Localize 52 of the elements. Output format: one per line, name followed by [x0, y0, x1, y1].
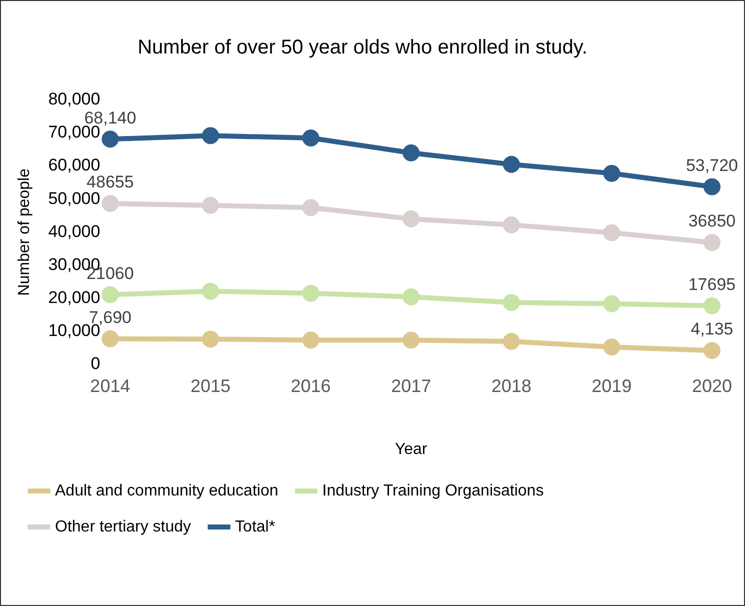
point [703, 178, 720, 196]
y-tick-label: 40,000 [48, 222, 100, 241]
point [402, 332, 420, 349]
y-tick-label: 0 [90, 354, 100, 373]
x-tick-label: 2015 [190, 376, 231, 396]
point [703, 234, 720, 252]
x-tick-label: 2018 [491, 376, 532, 396]
point [102, 130, 119, 148]
point [502, 294, 520, 311]
point [703, 297, 720, 314]
x-tick-label: 2019 [592, 376, 632, 396]
chart-title: Number of over 50 year olds who enrolled in study. [138, 36, 588, 59]
data-label: 4,135 [690, 320, 734, 339]
point [603, 338, 620, 356]
point [502, 156, 520, 173]
x-tick-label: 2020 [692, 376, 732, 396]
point [102, 286, 119, 304]
point [202, 196, 219, 214]
point [603, 164, 620, 182]
x-tick-label: 2017 [391, 376, 432, 396]
y-tick-label: 70,000 [48, 122, 100, 142]
data-label: 17695 [688, 274, 736, 294]
point [302, 199, 320, 216]
point [603, 295, 620, 312]
legend-label: Industry Training Organisations [322, 482, 544, 500]
point [402, 210, 420, 228]
point [102, 195, 119, 212]
data-label: 53,720 [686, 156, 738, 175]
point [302, 129, 320, 146]
point [202, 282, 219, 300]
point [703, 342, 720, 360]
point [202, 127, 219, 144]
legend-label: Other tertiary study [55, 518, 192, 536]
x-tick-label: 2014 [90, 376, 130, 396]
point [202, 330, 219, 348]
point [502, 332, 520, 350]
y-tick-label: 20,000 [48, 288, 100, 307]
point [402, 144, 420, 162]
y-tick-label: 80,000 [48, 90, 100, 109]
point [302, 332, 320, 349]
legend-label: Total* [235, 518, 276, 536]
point [402, 288, 420, 306]
y-tick-label: 60,000 [48, 156, 100, 175]
y-axis-title: Number of people [16, 168, 34, 296]
legend-label: Adult and community education [55, 482, 278, 500]
point [502, 216, 520, 234]
point [603, 224, 620, 242]
point [302, 284, 320, 302]
x-tick-label: 2016 [290, 376, 331, 396]
data-label: 36850 [688, 212, 736, 231]
x-axis-title: Year [394, 440, 428, 458]
point [102, 330, 119, 348]
